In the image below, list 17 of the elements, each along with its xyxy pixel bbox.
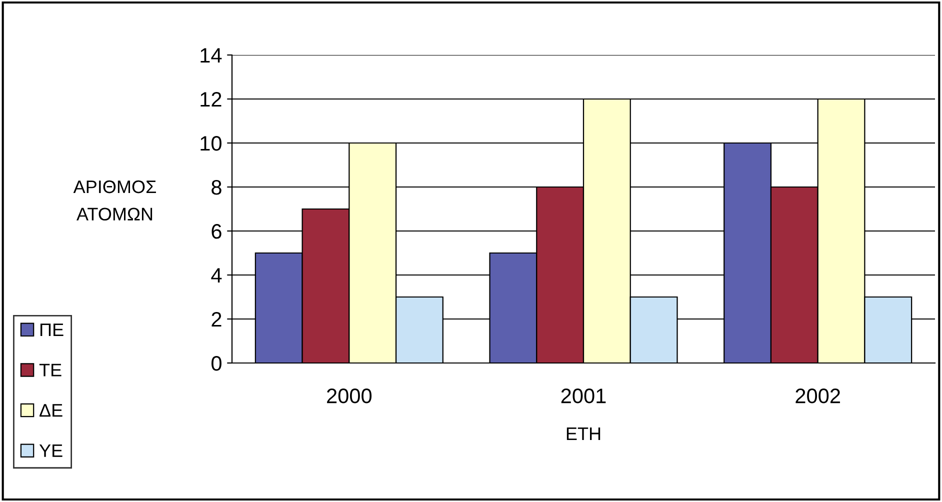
y-tick-label: 2 [212, 312, 222, 327]
y-tick-label: 10 [200, 136, 222, 151]
legend-label: ΥΕ [39, 444, 62, 457]
y-tick-label: 8 [212, 180, 222, 195]
y-tick-label: 4 [211, 268, 222, 283]
x-tick-label: 2000 [327, 388, 372, 404]
y-axis-title: ΑΡΙΘΜΟΣ ΑΤΟΜΩΝ [73, 180, 156, 220]
x-axis-title: ΕΤΗ [566, 428, 600, 440]
y-tick-label: 0 [212, 356, 222, 371]
legend-label: ΔΕ [40, 404, 62, 417]
legend-label: ΠΕ [40, 324, 64, 336]
y-tick-label: 6 [212, 224, 222, 239]
y-tick-label: 12 [200, 92, 222, 107]
x-tick-label: 2001 [561, 388, 606, 404]
legend-label: ΤΕ [39, 364, 62, 376]
y-tick-label: 14 [200, 48, 222, 63]
x-tick-label: 2002 [796, 388, 840, 404]
